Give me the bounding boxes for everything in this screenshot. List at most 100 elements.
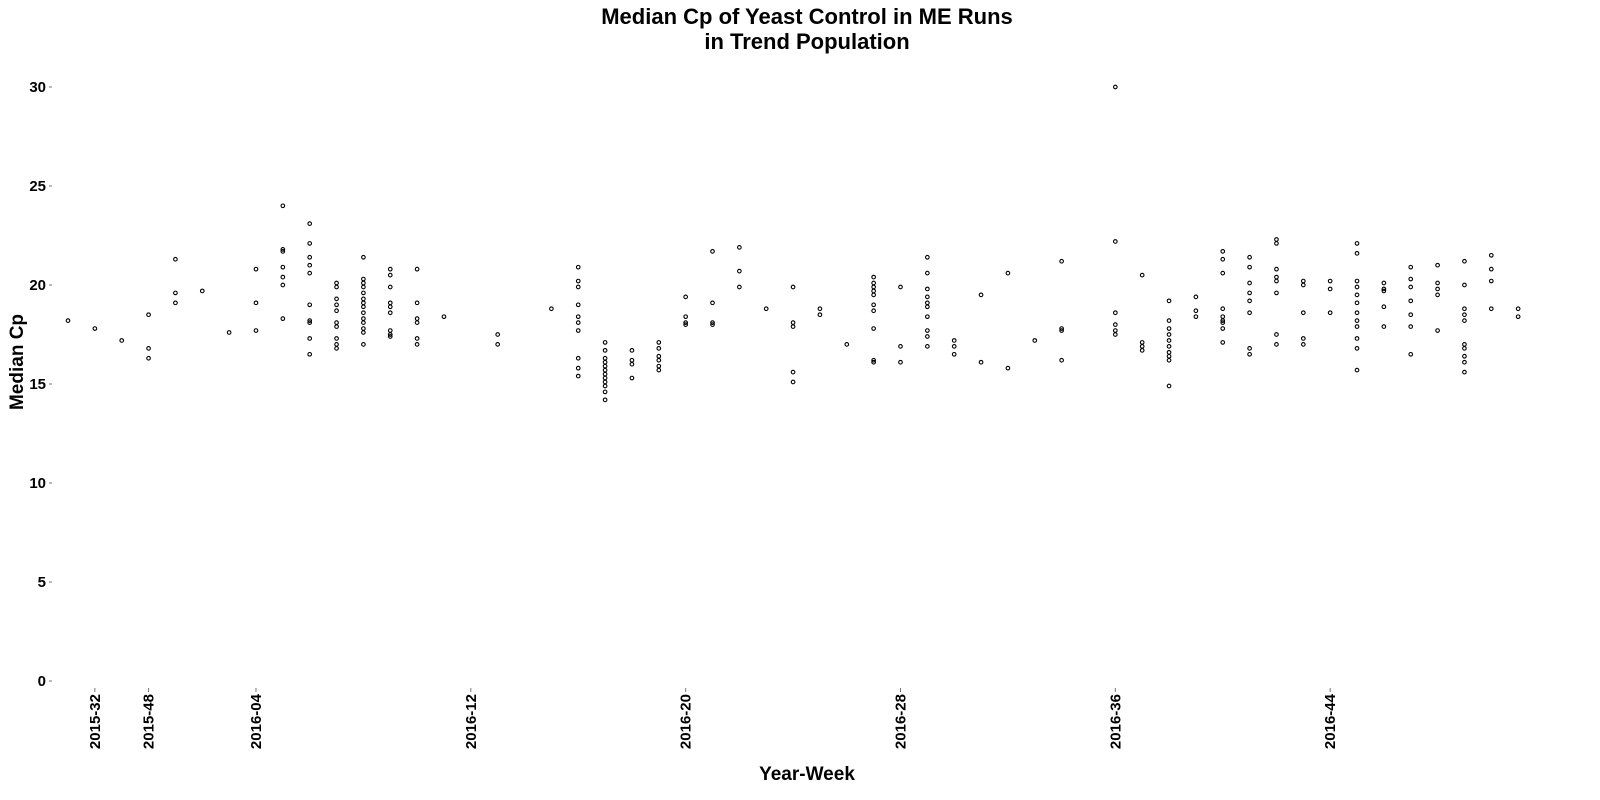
data-point: [1354, 278, 1360, 284]
data-point: [1488, 266, 1494, 272]
data-point: [361, 304, 366, 310]
data-point: [951, 351, 957, 357]
chart-title-line1: Median Cp of Yeast Control in ME Runs: [601, 4, 1013, 29]
data-point: [1462, 258, 1467, 264]
data-point: [898, 344, 903, 349]
data-point: [790, 369, 796, 375]
data-point: [1462, 359, 1467, 365]
data-point: [1220, 248, 1226, 254]
data-point: [1247, 264, 1252, 270]
data-point: [387, 284, 393, 290]
data-point: [1247, 280, 1252, 286]
data-point: [871, 302, 876, 308]
data-point: [1381, 288, 1387, 294]
data-point: [361, 296, 366, 302]
data-point: [602, 363, 608, 369]
data-point: [1247, 346, 1252, 351]
data-point: [871, 357, 876, 363]
data-point: [790, 284, 796, 290]
data-point: [683, 314, 689, 320]
data-point: [790, 324, 796, 329]
data-point: [1515, 314, 1521, 320]
data-point: [226, 330, 232, 335]
data-point: [602, 389, 608, 395]
data-point: [414, 266, 420, 272]
x-axis-title: Year-Week: [759, 764, 855, 785]
data-point: [1515, 306, 1521, 312]
data-point: [575, 264, 581, 270]
data-point: [1327, 310, 1333, 316]
data-point: [549, 306, 554, 312]
data-point: [1112, 84, 1118, 90]
data-point: [1059, 357, 1064, 363]
data-point: [1220, 270, 1226, 276]
data-point: [817, 306, 823, 312]
y-tick-label: 10: [29, 475, 46, 492]
data-point: [253, 300, 259, 306]
data-point: [924, 254, 930, 260]
data-point: [1166, 318, 1172, 323]
data-point: [602, 383, 608, 389]
data-point: [361, 254, 366, 260]
data-point: [1220, 318, 1226, 323]
data-point: [1354, 292, 1360, 298]
x-tick-label: 2016-12: [463, 694, 480, 749]
data-point: [683, 294, 689, 300]
data-point: [1300, 342, 1306, 347]
data-point: [1166, 338, 1172, 343]
data-point: [898, 284, 903, 290]
chart-title-line2: in Trend Population: [704, 29, 909, 54]
data-point: [1193, 314, 1199, 320]
data-point: [1220, 326, 1226, 331]
data-point: [1435, 280, 1440, 286]
data-point: [1220, 256, 1226, 262]
data-point: [1462, 318, 1467, 323]
data-point: [978, 292, 984, 298]
y-tick-label: 25: [29, 178, 46, 195]
data-point: [334, 308, 339, 314]
data-point: [1408, 312, 1414, 318]
y-tick-label: 15: [29, 376, 46, 393]
data-point: [978, 359, 984, 365]
data-point: [1327, 286, 1333, 292]
data-point: [1220, 320, 1226, 325]
data-point: [119, 338, 125, 343]
data-point: [817, 312, 823, 318]
data-point: [1166, 383, 1172, 389]
data-point: [1139, 344, 1145, 349]
data-point: [1408, 324, 1414, 329]
data-point: [656, 357, 662, 363]
data-point: [173, 300, 178, 306]
data-point: [602, 371, 608, 377]
data-point: [307, 320, 313, 325]
data-point: [1220, 340, 1226, 345]
data-point: [602, 347, 608, 353]
data-point: [1381, 324, 1387, 329]
data-point: [387, 332, 393, 337]
data-point: [1005, 365, 1011, 371]
data-point: [307, 241, 313, 246]
data-point: [1112, 332, 1118, 337]
data-point: [629, 347, 635, 353]
data-point: [1354, 241, 1360, 246]
y-tick-label: 30: [29, 79, 46, 96]
data-point: [1462, 312, 1467, 318]
data-point: [495, 342, 501, 347]
data-point: [602, 355, 608, 361]
y-axis: 0 5 10 15 20 25 30: [29, 79, 52, 690]
data-point: [1327, 278, 1333, 284]
data-point: [656, 346, 662, 351]
data-point: [173, 290, 178, 296]
data-point: [575, 365, 581, 371]
data-point: [656, 353, 662, 359]
data-point: [1462, 346, 1467, 351]
data-point: [1139, 272, 1145, 278]
data-point: [656, 367, 662, 373]
data-point: [307, 302, 313, 308]
data-point: [575, 302, 581, 308]
data-point: [924, 286, 930, 292]
data-point: [924, 270, 930, 276]
data-point: [1354, 284, 1360, 290]
data-point: [1247, 310, 1252, 316]
data-point: [575, 284, 581, 290]
